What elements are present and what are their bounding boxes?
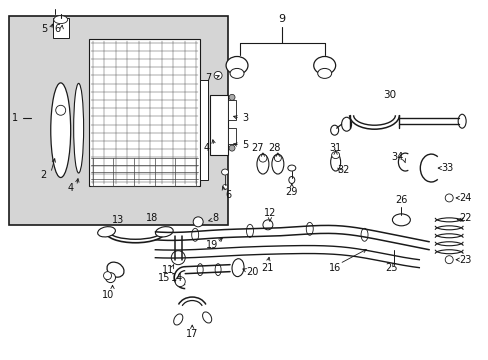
Ellipse shape: [246, 224, 253, 237]
Bar: [227, 100, 236, 120]
Ellipse shape: [330, 153, 340, 171]
Text: 24: 24: [458, 193, 470, 203]
Text: 25: 25: [385, 263, 397, 273]
Bar: [227, 128, 236, 144]
Ellipse shape: [191, 228, 198, 241]
Ellipse shape: [74, 84, 83, 173]
Bar: [210, 95, 227, 155]
Text: 31: 31: [329, 143, 341, 153]
Text: 32: 32: [337, 165, 349, 175]
Text: 21: 21: [261, 263, 274, 273]
Ellipse shape: [155, 227, 173, 237]
Ellipse shape: [51, 83, 71, 177]
Ellipse shape: [313, 57, 335, 75]
Text: 18: 18: [146, 213, 158, 223]
Ellipse shape: [221, 169, 228, 175]
Ellipse shape: [271, 154, 283, 174]
Text: 7: 7: [204, 73, 211, 84]
Ellipse shape: [360, 228, 367, 241]
Text: 13: 13: [112, 215, 124, 225]
Bar: [9, 15, 227, 225]
Circle shape: [103, 272, 111, 280]
Text: 28: 28: [268, 143, 281, 153]
Text: 22: 22: [458, 213, 470, 223]
Ellipse shape: [229, 68, 244, 78]
Circle shape: [228, 145, 235, 151]
Text: 4: 4: [203, 143, 209, 153]
Bar: [88, 39, 200, 186]
Text: 19: 19: [205, 240, 218, 250]
Ellipse shape: [54, 15, 67, 24]
Circle shape: [175, 276, 185, 287]
Text: 9: 9: [278, 14, 285, 24]
Bar: [53, 18, 68, 37]
Text: 23: 23: [458, 255, 470, 265]
Ellipse shape: [202, 312, 211, 323]
Text: 5: 5: [242, 140, 247, 150]
Circle shape: [444, 194, 452, 202]
Text: 4: 4: [67, 183, 74, 193]
Ellipse shape: [107, 262, 124, 277]
Ellipse shape: [215, 264, 221, 276]
Circle shape: [214, 71, 222, 80]
Text: 29: 29: [285, 187, 297, 197]
Text: 11: 11: [162, 265, 174, 275]
Ellipse shape: [305, 222, 313, 235]
Ellipse shape: [331, 152, 339, 159]
Text: 3: 3: [242, 113, 247, 123]
Ellipse shape: [330, 125, 338, 135]
Text: 20: 20: [245, 267, 258, 276]
Text: 2: 2: [41, 170, 47, 180]
Circle shape: [444, 256, 452, 264]
Text: 5: 5: [41, 24, 48, 33]
Circle shape: [193, 217, 203, 227]
Circle shape: [228, 94, 235, 100]
Ellipse shape: [317, 68, 331, 78]
Ellipse shape: [287, 165, 295, 171]
Ellipse shape: [392, 214, 409, 226]
Ellipse shape: [98, 227, 115, 237]
Text: 26: 26: [394, 195, 407, 205]
Ellipse shape: [231, 259, 244, 276]
Ellipse shape: [56, 105, 65, 115]
Text: 12: 12: [263, 208, 276, 218]
Ellipse shape: [457, 114, 465, 128]
Text: 6: 6: [224, 190, 231, 200]
Text: 27: 27: [251, 143, 264, 153]
Ellipse shape: [259, 154, 266, 162]
Text: 16: 16: [328, 263, 340, 273]
Circle shape: [171, 251, 185, 265]
Bar: [200, 80, 208, 180]
Text: 30: 30: [382, 90, 395, 100]
Text: 6: 6: [55, 24, 61, 33]
Circle shape: [222, 184, 227, 189]
Ellipse shape: [274, 154, 281, 162]
Ellipse shape: [225, 57, 247, 75]
Ellipse shape: [173, 314, 183, 325]
Text: 15: 15: [158, 273, 170, 283]
Ellipse shape: [197, 264, 203, 276]
Ellipse shape: [288, 176, 294, 184]
Text: 34: 34: [390, 152, 403, 162]
Text: 33: 33: [440, 163, 452, 173]
Text: 8: 8: [212, 213, 218, 223]
Ellipse shape: [341, 117, 351, 131]
Text: 17: 17: [185, 329, 198, 339]
Text: 1: 1: [12, 113, 18, 123]
Circle shape: [263, 220, 272, 230]
Ellipse shape: [105, 273, 115, 283]
Text: 10: 10: [102, 289, 114, 300]
Ellipse shape: [256, 154, 268, 174]
Text: 14: 14: [171, 273, 183, 283]
